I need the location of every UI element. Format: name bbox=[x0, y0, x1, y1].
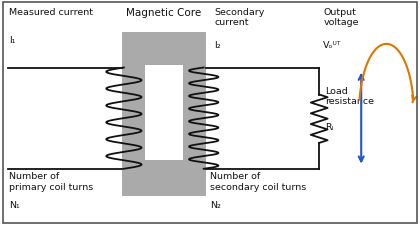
Text: Magnetic Core: Magnetic Core bbox=[126, 8, 202, 18]
Text: I₁: I₁ bbox=[9, 36, 16, 45]
Text: Load
resistance: Load resistance bbox=[326, 87, 375, 106]
Text: Number of
primary coil turns: Number of primary coil turns bbox=[9, 172, 94, 191]
Text: Measured current: Measured current bbox=[9, 8, 93, 17]
Text: Output
voltage: Output voltage bbox=[323, 8, 359, 27]
Text: N₂: N₂ bbox=[210, 201, 221, 210]
Text: N₁: N₁ bbox=[9, 201, 20, 210]
Text: Rₗ: Rₗ bbox=[326, 123, 334, 132]
Bar bbox=[145, 65, 183, 160]
Text: I₂: I₂ bbox=[214, 40, 221, 50]
Text: Secondary
current: Secondary current bbox=[214, 8, 265, 27]
Text: Number of
secondary coil turns: Number of secondary coil turns bbox=[210, 172, 306, 191]
Bar bbox=[122, 32, 206, 196]
Text: Vₒᵁᵀ: Vₒᵁᵀ bbox=[323, 40, 342, 50]
